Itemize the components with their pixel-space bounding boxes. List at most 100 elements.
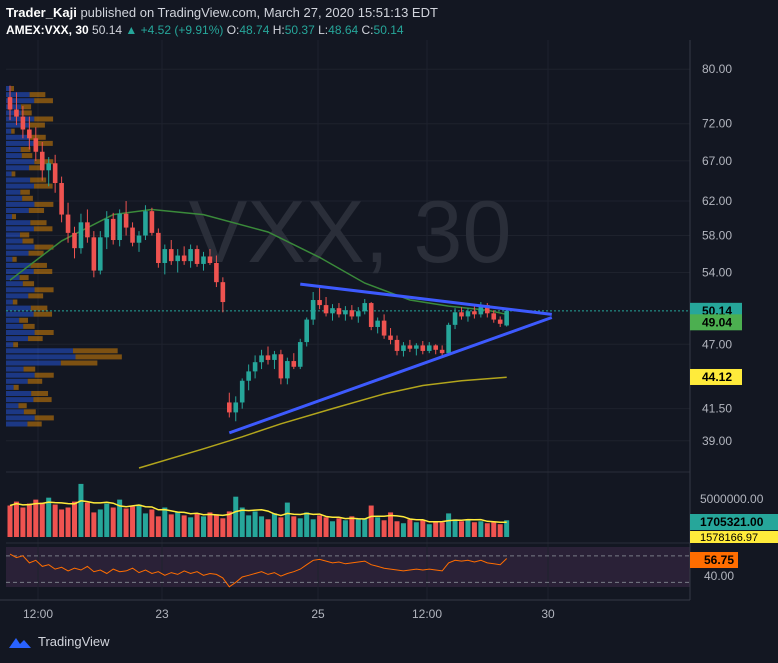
volume-profile-bar — [6, 330, 35, 335]
volume-profile-bar — [31, 391, 49, 396]
volume-bar — [271, 513, 277, 537]
candle-body — [27, 129, 32, 139]
volume-bar — [342, 520, 348, 537]
candle-body — [110, 218, 116, 241]
volume-last-label: 1705321.00 — [700, 515, 764, 529]
candle-body — [214, 262, 219, 283]
volume-bar — [368, 505, 374, 537]
volume-profile-bar — [6, 421, 28, 427]
volume-profile-bar — [33, 226, 53, 232]
volume-bar — [26, 503, 32, 537]
price-tick-label: 67.00 — [702, 154, 732, 168]
volume-profile-bar — [28, 336, 43, 342]
volume-bar — [220, 518, 226, 537]
volume-profile-bar — [21, 104, 32, 110]
volume-bar — [123, 508, 129, 537]
price-tick-label: 72.00 — [702, 117, 732, 131]
price-label-text: 49.04 — [702, 315, 732, 329]
volume-profile-bar — [6, 214, 13, 220]
candle-body — [117, 213, 122, 241]
volume-bar — [194, 513, 200, 537]
volume-profile-bar — [27, 421, 42, 427]
volume-bar — [278, 517, 284, 537]
volume-profile-bar — [6, 409, 24, 415]
volume-bar — [375, 517, 381, 537]
high-label: H: — [272, 23, 285, 37]
candle-body — [194, 249, 200, 264]
volume-bar — [484, 523, 490, 537]
volume-profile-bar — [6, 147, 21, 152]
volume-profile-bar — [6, 98, 35, 104]
volume-profile-bar — [60, 360, 98, 366]
time-tick-label: 30 — [541, 607, 555, 621]
candle-body — [98, 237, 103, 271]
volume-profile-bar — [11, 128, 15, 134]
volume-avg-tag — [690, 531, 778, 543]
volume-profile-bar — [34, 287, 54, 293]
volume-bar — [175, 511, 181, 537]
volume-bar — [388, 512, 394, 537]
trendline — [228, 316, 553, 435]
volume-bar — [497, 524, 503, 537]
candle-body — [91, 237, 97, 271]
tradingview-logo-icon[interactable] — [8, 635, 32, 649]
candle-body — [414, 345, 419, 349]
volume-bar — [291, 516, 297, 537]
candle-body — [407, 345, 413, 349]
high-value: 50.37 — [284, 23, 315, 37]
price-label-tag — [690, 368, 742, 385]
volume-profile-bar — [6, 201, 35, 207]
volume-bar — [265, 519, 271, 537]
volume-profile-bar — [6, 372, 35, 378]
volume-profile-bar — [22, 195, 33, 201]
chart-watermark: VXX, 30 — [189, 182, 512, 281]
candle-body — [20, 116, 26, 130]
volume-bar — [39, 502, 45, 537]
sma-line-yellow — [138, 376, 507, 469]
candle-body — [156, 232, 161, 263]
time-tick-label: 12:00 — [23, 607, 53, 621]
candle-body — [265, 355, 271, 360]
volume-bar — [97, 509, 103, 537]
volume-bar — [459, 521, 464, 537]
low-value: 48.64 — [328, 23, 359, 37]
rsi-tick-label: 40.00 — [704, 569, 734, 583]
candle-body — [317, 300, 322, 306]
candle-body — [246, 371, 251, 381]
candle-body — [162, 249, 168, 263]
volume-profile-bar — [6, 189, 21, 195]
rsi-last-label: 56.75 — [704, 553, 734, 567]
volume-profile-bar — [29, 122, 45, 128]
volume-bar — [188, 517, 194, 537]
volume-profile-bar — [6, 311, 34, 317]
volume-profile-bar — [13, 342, 19, 348]
author-name[interactable]: Trader_Kaji — [6, 5, 77, 20]
volume-bar — [149, 509, 155, 537]
volume-bar — [381, 520, 387, 537]
candle-body — [426, 345, 432, 351]
volume-profile-bar — [23, 323, 35, 329]
time-tick-label: 12:00 — [412, 607, 442, 621]
candle-body — [233, 402, 239, 413]
candle-body — [52, 163, 58, 184]
volume-bar — [504, 520, 510, 537]
candle-body — [272, 354, 277, 360]
volume-bar — [362, 518, 368, 537]
volume-profile-bar — [27, 378, 43, 384]
volume-profile-bar — [30, 177, 47, 183]
volume-bar — [446, 513, 452, 537]
volume-profile-bar — [6, 232, 20, 238]
time-tick-label: 23 — [155, 607, 169, 621]
price-tick-label: 47.00 — [702, 337, 732, 351]
volume-bar — [59, 509, 65, 537]
volume-bar — [471, 522, 477, 537]
symbol-label[interactable]: AMEX:VXX, 30 — [6, 23, 89, 37]
volume-profile-bar — [21, 153, 33, 159]
volume-bar — [52, 504, 58, 537]
volume-profile-bar — [28, 208, 45, 213]
volume-profile-bar — [6, 317, 20, 323]
candle-body — [149, 211, 155, 233]
brand-name[interactable]: TradingView — [38, 634, 110, 649]
price-chart[interactable]: VXX, 30 80.00 72.00 67.00 62.00 58.00 54.00 47.… — [0, 0, 778, 630]
volume-profile-bar — [33, 311, 53, 317]
